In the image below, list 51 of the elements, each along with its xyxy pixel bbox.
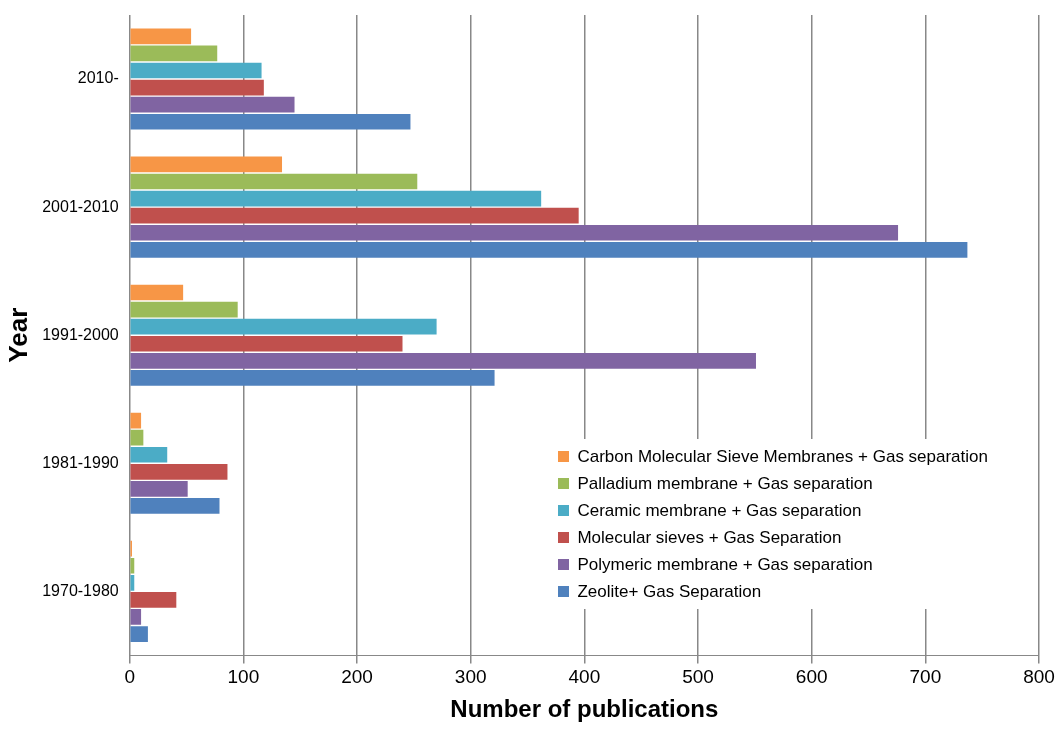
x-tick-label: 700	[909, 666, 942, 688]
bar	[130, 241, 968, 258]
x-tick-label: 100	[227, 666, 260, 688]
x-tick-label: 500	[682, 666, 714, 688]
legend-label: Carbon Molecular Sieve Membranes + Gas separation	[577, 446, 988, 467]
x-tick-label: 300	[454, 666, 487, 688]
bar	[130, 173, 418, 190]
bar	[130, 446, 168, 463]
bar	[130, 626, 148, 642]
legend-label: Zeolite+ Gas Separation	[577, 581, 762, 602]
bar	[130, 370, 495, 386]
legend-label: Molecular sieves + Gas Separation	[577, 527, 842, 548]
x-axis-title: Number of publications	[450, 695, 719, 723]
x-tick-label: 600	[795, 666, 828, 688]
legend-label: Ceramic membrane + Gas separation	[577, 500, 862, 521]
bar	[130, 28, 192, 45]
bar	[130, 113, 411, 130]
bar	[130, 156, 283, 173]
bar	[130, 284, 184, 301]
bar	[130, 335, 403, 352]
x-tick-label: 0	[124, 666, 135, 688]
bar	[130, 463, 228, 480]
bar	[130, 318, 437, 335]
bar	[130, 498, 220, 514]
bar	[130, 79, 264, 96]
bar	[130, 481, 188, 497]
bar	[130, 62, 262, 79]
bar	[130, 429, 144, 446]
y-tick-label: 1970-1980	[42, 581, 119, 599]
bar	[130, 224, 899, 241]
bar	[130, 592, 177, 608]
bar	[130, 301, 238, 318]
y-axis-title: Year	[2, 307, 33, 363]
x-tick-label: 800	[1023, 666, 1055, 688]
bar	[130, 190, 542, 207]
bar	[130, 96, 295, 113]
y-tick-label: 2001-2010	[42, 197, 119, 215]
bar	[130, 557, 135, 574]
bar	[130, 609, 142, 625]
bar	[130, 207, 579, 224]
legend-label: Palladium membrane + Gas separation	[577, 473, 873, 494]
y-tick-label: 1981-1990	[42, 453, 119, 471]
bar	[130, 574, 135, 591]
bar	[130, 45, 218, 62]
x-tick-label: 400	[568, 666, 601, 688]
legend-label: Polymeric membrane + Gas separation	[577, 554, 873, 575]
bar	[130, 352, 756, 369]
y-tick-label: 1991-2000	[42, 325, 119, 343]
bar	[130, 412, 142, 429]
y-tick-label: 2010-	[77, 69, 119, 87]
x-tick-label: 200	[341, 666, 373, 688]
